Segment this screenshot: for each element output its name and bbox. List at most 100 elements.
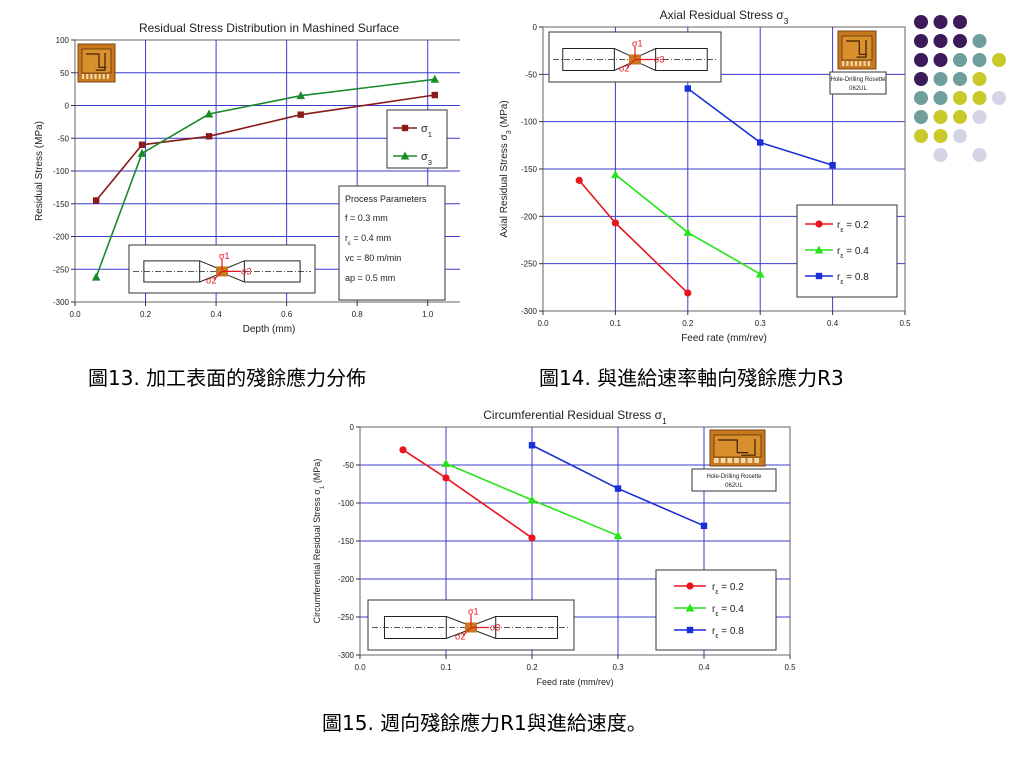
x-tick-label: 0.2 (682, 319, 694, 328)
x-axis-label: Feed rate (mm/rev) (681, 333, 767, 344)
y-tick-label: -250 (521, 260, 538, 269)
data-point (528, 534, 536, 542)
svg-text:σ2: σ2 (619, 64, 630, 74)
decorative-dot (972, 34, 987, 48)
data-point (442, 474, 450, 482)
legend: rε = 0.2 rε = 0.4 rε = 0.8 (796, 204, 898, 298)
strain-gauge-badge (709, 429, 766, 467)
data-point (430, 74, 440, 83)
x-axis-label: Feed rate (mm/rev) (536, 677, 613, 687)
x-tick-label: 0.8 (352, 310, 364, 319)
caption-fig14: 圖14. 與進給速率軸向殘餘應力R3 (539, 366, 844, 390)
legend-label: rε = 0.4 (837, 246, 869, 260)
decorative-dot (914, 53, 928, 67)
y-tick-label: -250 (53, 265, 70, 274)
data-point (92, 197, 100, 204)
data-point (684, 85, 691, 92)
caption-fig15: 圖15. 週向殘餘應力R1與進給速度。 (322, 711, 647, 735)
legend-marker (686, 582, 694, 590)
data-point (441, 458, 451, 467)
specimen-diagram: σ1 σ3 σ2 (548, 31, 722, 83)
svg-text:σ1: σ1 (632, 39, 643, 49)
x-tick-label: 0.5 (899, 319, 911, 328)
svg-text:σ2: σ2 (206, 275, 217, 285)
y-tick-label: -200 (53, 233, 70, 242)
x-tick-label: 1.0 (422, 310, 434, 319)
y-tick-label: -50 (57, 134, 69, 143)
decorative-dot (933, 53, 948, 67)
legend-marker (815, 272, 823, 280)
data-point (611, 219, 619, 227)
decorative-dot (992, 53, 1006, 67)
data-point (684, 289, 692, 297)
svg-text:σ2: σ2 (455, 632, 466, 642)
chart-title: Axial Residual Stress σ3 (660, 8, 789, 26)
legend-label: rε = 0.2 (837, 220, 869, 234)
decorative-dot-grid (914, 15, 1006, 162)
data-point (399, 446, 407, 454)
data-point (613, 531, 623, 540)
y-tick-label: 100 (56, 36, 70, 45)
y-tick-label: -50 (342, 461, 354, 470)
decorative-dot (914, 34, 928, 48)
decorative-dot (953, 53, 967, 67)
legend-marker (685, 603, 695, 612)
decorative-dot (933, 129, 948, 143)
legend-label: rε = 0.8 (712, 626, 744, 640)
y-tick-label: -150 (338, 537, 355, 546)
legend: rε = 0.2 rε = 0.4 rε = 0.8 (655, 569, 777, 651)
decorative-dot (933, 91, 948, 105)
data-point (204, 109, 214, 118)
data-point (431, 91, 438, 99)
svg-text:σ3: σ3 (241, 266, 252, 276)
decorative-dot (914, 91, 928, 105)
legend-marker (814, 245, 824, 254)
data-point (755, 269, 765, 278)
y-tick-label: -150 (521, 165, 538, 174)
process-parameter: f = 0.3 mm (345, 213, 388, 223)
chart-title: Residual Stress Distribution in Mashined… (139, 21, 399, 35)
x-tick-label: 0.3 (612, 663, 624, 672)
legend-label: σ1 (421, 123, 432, 139)
y-tick-label: 0 (533, 23, 538, 32)
data-point (614, 485, 622, 492)
y-tick-label: -300 (521, 307, 538, 316)
decorative-dot (972, 72, 987, 86)
rosette-label: 062UL (849, 86, 867, 92)
y-tick-label: 0 (65, 102, 70, 111)
data-point (757, 139, 764, 146)
x-tick-label: 0.2 (140, 310, 152, 319)
legend-marker (401, 124, 409, 132)
chart-title: Circumferential Residual Stress σ1 (483, 408, 667, 426)
strain-gauge-badge (837, 30, 877, 70)
decorative-dot (914, 72, 928, 86)
legend: σ1 σ3 (386, 109, 448, 169)
decorative-dot (914, 110, 928, 124)
legend-label: rε = 0.8 (837, 272, 869, 286)
y-tick-label: -300 (53, 298, 70, 307)
data-point (297, 111, 304, 118)
x-tick-label: 0.4 (211, 310, 223, 319)
x-tick-label: 0.4 (698, 663, 710, 672)
decorative-dot (933, 110, 948, 124)
decorative-dot (953, 15, 967, 29)
decorative-dot (972, 53, 987, 67)
y-axis-label: Residual Stress (MPa) (34, 121, 45, 221)
strain-gauge-badge (77, 43, 116, 83)
legend-label: rε = 0.2 (712, 582, 744, 596)
legend-marker (400, 151, 410, 160)
chart-circumferential-residual-stress: 0.0 0.1 0.2 0.3 0.4 0.5 0 -50 -100 -150 -200 -250 -3… (312, 408, 796, 687)
x-axis-label: Depth (mm) (243, 324, 296, 335)
specimen-diagram: σ1 σ3 σ2 (367, 599, 575, 651)
y-tick-label: -100 (338, 499, 355, 508)
y-tick-label: -300 (338, 651, 355, 660)
rosette-label: Hole-Drilling Rosette (830, 77, 886, 83)
rosette-label-box: Hole-Drilling Rosette 062UL (829, 71, 887, 95)
x-tick-label: 0.3 (755, 319, 767, 328)
decorative-dot (914, 15, 928, 29)
y-tick-label: -200 (521, 212, 538, 221)
chart-residual-stress-depth: 0.0 0.2 0.4 0.6 0.8 1.0 100 50 0 -50 -100 -150 -200 -… (34, 21, 460, 335)
process-parameter: rε = 0.4 mm (345, 233, 391, 247)
y-tick-label: -100 (521, 118, 538, 127)
decorative-dot (953, 91, 967, 105)
